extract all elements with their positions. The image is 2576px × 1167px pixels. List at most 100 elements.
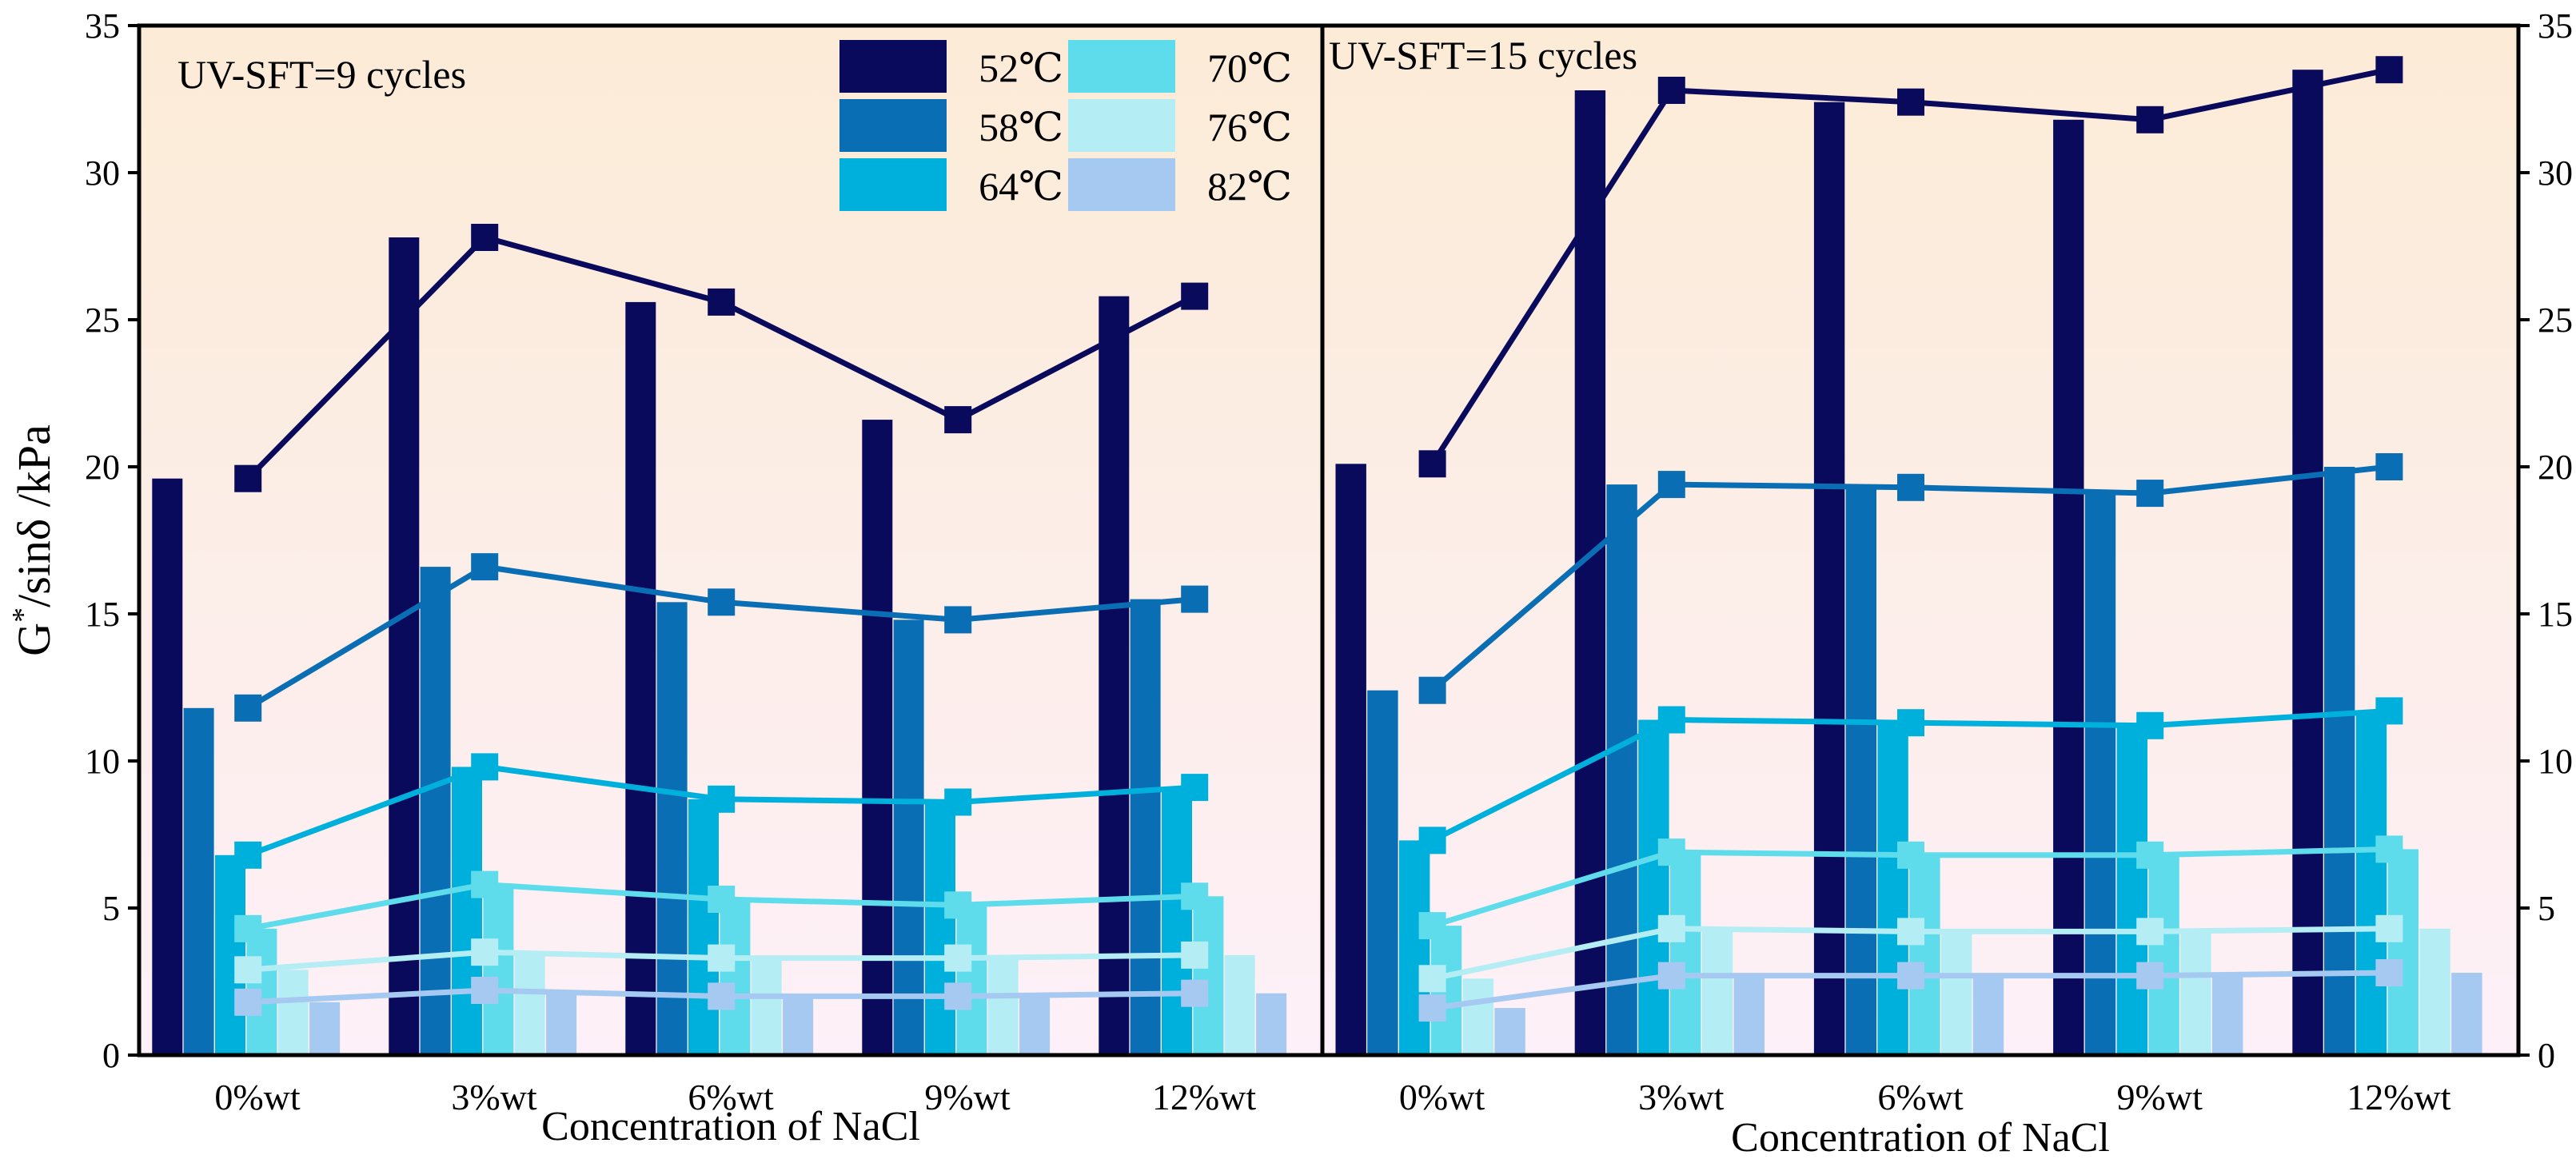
marker-70℃-0%wt (1418, 912, 1446, 940)
marker-52℃-12%wt (2375, 56, 2403, 84)
marker-58℃-12%wt (1181, 585, 1209, 613)
marker-70℃-9%wt (944, 891, 972, 919)
x-tick-label: 12%wt (2347, 1077, 2451, 1117)
marker-76℃-0%wt (234, 956, 262, 984)
bar-52℃-0%wt (152, 478, 183, 1055)
x-tick-label: 9%wt (2117, 1077, 2203, 1117)
bar-70℃-6%wt (1909, 854, 1940, 1055)
marker-76℃-6%wt (1897, 918, 1924, 946)
bar-82℃-6%wt (1972, 975, 2004, 1055)
bar-64℃-9%wt (2116, 725, 2147, 1055)
bar-76℃-0%wt (277, 970, 309, 1055)
right-y-axis: 0 5 10 15 20 25 30 35 (2518, 6, 2573, 1075)
bar-82℃-3%wt (1733, 975, 1765, 1055)
bar-82℃-3%wt (546, 990, 577, 1055)
bar-76℃-12%wt (2419, 928, 2450, 1055)
legend-swatch-52℃ (839, 40, 947, 93)
bar-64℃-0%wt (215, 854, 245, 1055)
marker-82℃-0%wt (234, 988, 262, 1016)
bar-52℃-9%wt (2053, 119, 2084, 1055)
marker-76℃-9%wt (944, 944, 972, 972)
x-tick-label: 3%wt (1638, 1077, 1725, 1117)
bar-70℃-6%wt (720, 899, 751, 1055)
bar-52℃-0%wt (1335, 464, 1366, 1055)
x-tick-label: 12%wt (1152, 1077, 1257, 1117)
bar-52℃-12%wt (2292, 70, 2323, 1056)
marker-58℃-0%wt (234, 694, 262, 722)
bar-70℃-12%wt (2387, 849, 2418, 1055)
marker-70℃-3%wt (471, 870, 499, 898)
bar-58℃-6%wt (656, 602, 688, 1055)
marker-82℃-12%wt (1181, 979, 1209, 1007)
left-panel-title: UV-SFT=9 cycles (177, 52, 466, 97)
bar-52℃-3%wt (1574, 90, 1606, 1055)
x-tick-label: 0%wt (214, 1077, 301, 1117)
bar-52℃-9%wt (862, 420, 893, 1055)
marker-64℃-6%wt (708, 785, 736, 813)
marker-76℃-0%wt (1418, 965, 1446, 993)
marker-52℃-12%wt (1181, 282, 1209, 310)
left-y-tick-label: 10 (85, 742, 120, 781)
bar-82℃-9%wt (2212, 975, 2243, 1055)
bar-64℃-0%wt (1399, 840, 1430, 1055)
x-tick-label: 3%wt (451, 1077, 537, 1117)
legend: 52℃ 70℃ 58℃ 76℃ 64℃ 82℃ (839, 40, 1292, 211)
legend-label-76℃: 76℃ (1207, 105, 1292, 149)
marker-76℃-3%wt (471, 938, 499, 966)
bar-58℃-3%wt (1606, 484, 1637, 1055)
marker-58℃-9%wt (944, 606, 972, 634)
right-y-tick-label: 20 (2538, 448, 2573, 487)
marker-70℃-12%wt (1181, 882, 1209, 910)
right-y-tick-label: 35 (2538, 6, 2573, 46)
legend-swatch-82℃ (1068, 158, 1175, 211)
right-y-tick-label: 30 (2538, 153, 2573, 193)
marker-64℃-12%wt (1181, 774, 1209, 802)
marker-58℃-0%wt (1418, 676, 1446, 704)
marker-76℃-9%wt (2136, 918, 2164, 946)
marker-70℃-12%wt (2375, 835, 2403, 863)
legend-label-52℃: 52℃ (979, 46, 1063, 90)
bar-82℃-0%wt (1494, 1008, 1525, 1055)
bar-70℃-9%wt (956, 905, 987, 1055)
legend-swatch-70℃ (1068, 40, 1175, 93)
bar-64℃-3%wt (452, 767, 482, 1055)
bar-64℃-9%wt (925, 802, 955, 1055)
marker-76℃-6%wt (708, 944, 736, 972)
right-y-tick-label: 15 (2538, 595, 2573, 634)
right-bars (1335, 70, 2482, 1056)
bar-52℃-12%wt (1099, 296, 1130, 1056)
bar-52℃-6%wt (1813, 102, 1845, 1056)
bar-76℃-0%wt (1462, 978, 1493, 1055)
marker-76℃-3%wt (1657, 914, 1685, 942)
legend-label-70℃: 70℃ (1207, 46, 1292, 90)
bar-82℃-12%wt (2451, 973, 2482, 1055)
marker-52℃-3%wt (471, 224, 499, 251)
marker-70℃-6%wt (1897, 841, 1924, 869)
left-y-axis: 0 5 10 15 20 25 30 35 (85, 6, 139, 1075)
bar-64℃-3%wt (1638, 719, 1669, 1055)
marker-64℃-0%wt (1418, 826, 1446, 854)
bar-64℃-6%wt (1877, 723, 1908, 1055)
marker-58℃-3%wt (1657, 471, 1685, 499)
right-lines (1418, 56, 2403, 1022)
marker-52℃-0%wt (1418, 450, 1446, 478)
bar-82℃-12%wt (1256, 993, 1287, 1055)
bar-58℃-3%wt (420, 567, 451, 1055)
marker-82℃-9%wt (2136, 962, 2164, 990)
bar-58℃-9%wt (893, 619, 924, 1055)
right-panel: 0 5 10 15 20 25 30 35 0%wt 3%wt 6%wt 9%wt 12%wt UV-… (1320, 6, 2573, 1161)
marker-52℃-6%wt (708, 288, 736, 316)
marker-52℃-6%wt (1897, 88, 1924, 116)
marker-82℃-12%wt (2375, 959, 2403, 986)
marker-82℃-3%wt (471, 977, 499, 1004)
x-tick-label: 9%wt (924, 1077, 1011, 1117)
marker-64℃-12%wt (2375, 697, 2403, 725)
right-panel-title: UV-SFT=15 cycles (1329, 33, 1637, 78)
right-y-tick-label: 0 (2538, 1036, 2555, 1075)
bar-70℃-12%wt (1193, 896, 1224, 1055)
x-tick-label: 0%wt (1399, 1077, 1485, 1117)
left-y-tick-label: 20 (85, 448, 120, 487)
bar-70℃-9%wt (2148, 854, 2179, 1055)
right-y-tick-label: 5 (2538, 889, 2555, 928)
x-tick-label: 6%wt (688, 1077, 774, 1117)
